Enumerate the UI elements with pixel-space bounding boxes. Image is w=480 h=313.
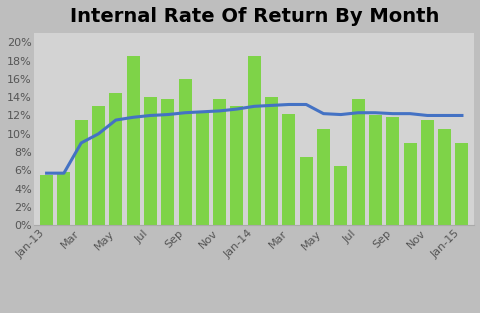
Bar	[57, 172, 70, 225]
Bar	[92, 106, 105, 225]
Bar	[178, 79, 191, 225]
Bar	[213, 99, 226, 225]
Bar	[247, 56, 260, 225]
Legend: Monthly IRR, Running IRR: Monthly IRR, Running IRR	[136, 308, 372, 313]
Bar	[264, 97, 277, 225]
Bar	[126, 56, 139, 225]
Bar	[403, 143, 416, 225]
Bar	[316, 129, 329, 225]
Bar	[282, 114, 295, 225]
Bar	[230, 106, 243, 225]
Bar	[420, 120, 433, 225]
Bar	[299, 157, 312, 225]
Bar	[109, 93, 122, 225]
Bar	[351, 99, 364, 225]
Bar	[74, 120, 87, 225]
Bar	[385, 117, 398, 225]
Bar	[161, 99, 174, 225]
Bar	[368, 115, 381, 225]
Bar	[455, 143, 468, 225]
Bar	[334, 166, 347, 225]
Bar	[144, 97, 156, 225]
Bar	[40, 175, 53, 225]
Title: Internal Rate Of Return By Month: Internal Rate Of Return By Month	[70, 7, 438, 26]
Bar	[195, 111, 208, 225]
Bar	[437, 129, 450, 225]
